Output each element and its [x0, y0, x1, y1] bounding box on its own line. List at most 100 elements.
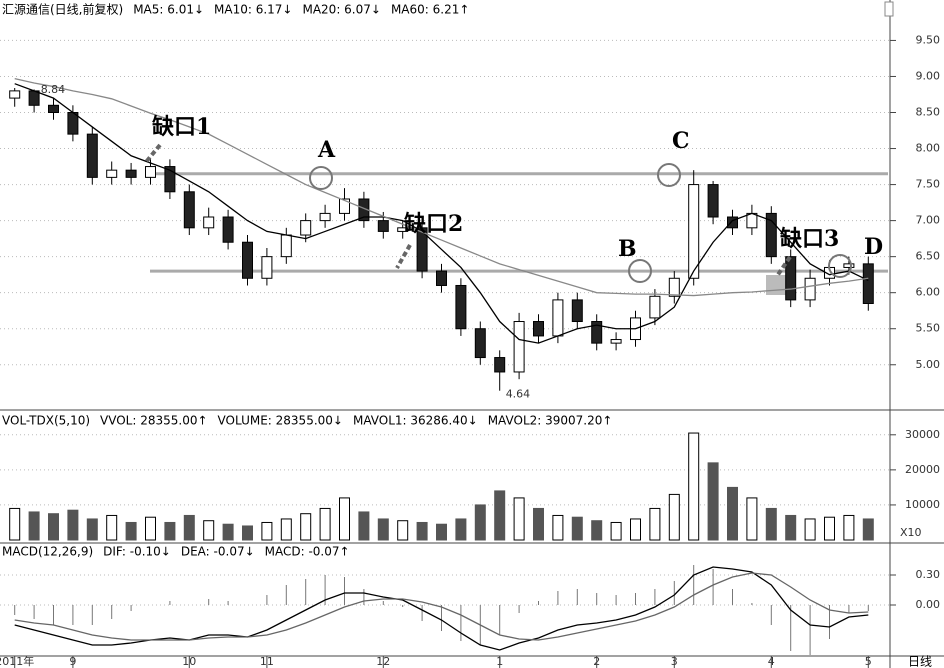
y-tick-label: 9.00: [916, 69, 941, 82]
volume-bar: [164, 521, 176, 541]
volume-bar: [533, 507, 544, 541]
candle-body: [242, 241, 253, 279]
candle-body: [48, 104, 59, 114]
volume-bar: [688, 432, 700, 541]
volume-bar: [707, 462, 719, 541]
candle-body: [86, 133, 98, 178]
indicator-label: VVOL: 28355.00↑: [100, 414, 208, 428]
candle-body: [319, 212, 331, 222]
indicator-line: [14, 77, 869, 297]
volume-bar: [571, 516, 583, 541]
volume-bar: [125, 521, 137, 541]
candle-body: [436, 270, 447, 286]
y-tick-label: 0.00: [916, 598, 941, 611]
annotation-arrow: [775, 255, 792, 278]
volume-bar: [436, 523, 447, 541]
candle-body: [765, 212, 777, 258]
volume-bar: [242, 525, 253, 541]
y-tick-label: 7.00: [916, 214, 941, 227]
candle-body: [455, 284, 467, 330]
annotation-arrow: [395, 244, 412, 269]
indicator-label: MAVOL2: 39007.20↑: [488, 414, 613, 428]
candle-body: [513, 321, 525, 373]
unit-label: X10: [900, 526, 922, 539]
window-button[interactable]: [884, 1, 894, 17]
volume-bar: [610, 521, 622, 541]
candle-body: [145, 166, 156, 178]
annotation-arrow: [144, 143, 162, 164]
volume-bar: [67, 509, 79, 541]
candle-body: [203, 216, 215, 229]
volume-bar: [862, 518, 874, 541]
annotation: 缺口1: [152, 114, 211, 140]
highlight-circle: [309, 166, 333, 190]
volume-bar: [416, 521, 428, 541]
candle-body: [397, 227, 409, 232]
volume-bar: [824, 516, 835, 541]
volume-bar: [746, 497, 758, 541]
volume-bar: [339, 497, 350, 541]
candle-body: [222, 216, 234, 243]
volume-bar: [552, 514, 564, 541]
candle-body: [668, 277, 680, 297]
volume-bar: [513, 497, 525, 541]
indicator-label: DIF: -0.10↓: [103, 545, 171, 559]
candle-body: [571, 299, 583, 323]
candle-body: [533, 321, 544, 337]
indicator-label: MACD: -0.07↑: [265, 545, 350, 559]
candle-body: [9, 90, 21, 99]
volume-bar: [145, 516, 156, 541]
y-tick-label: 10000: [905, 498, 940, 511]
y-tick-label: 6.50: [916, 250, 941, 263]
annotation: 缺口2: [404, 211, 463, 237]
candle-body: [649, 295, 661, 319]
volume-bar: [280, 518, 292, 541]
candle-body: [843, 263, 855, 268]
y-tick-label: 20000: [905, 463, 940, 476]
candle-body: [183, 191, 195, 229]
candle-body: [591, 321, 603, 344]
volume-bar: [222, 523, 234, 541]
volume-bar: [843, 514, 855, 541]
volume-bar: [48, 513, 59, 541]
highlight-circle: [828, 254, 852, 278]
annotation: B: [618, 236, 637, 262]
candle-body: [125, 169, 137, 178]
indicator-label: VOLUME: 28355.00↓: [218, 414, 343, 428]
volume-bar: [377, 518, 389, 541]
volume-bar: [455, 518, 467, 541]
y-tick-label: 8.00: [916, 142, 941, 155]
low-label: 4.64: [506, 388, 531, 401]
y-tick-label: 9.50: [916, 33, 941, 46]
volume-bar: [203, 520, 215, 541]
indicator-line: [14, 83, 869, 344]
candle-body: [688, 184, 700, 279]
volume-bar: [804, 518, 816, 541]
annotation: C: [672, 128, 690, 154]
y-tick-label: 0.30: [916, 568, 941, 581]
volume-bar: [86, 518, 98, 541]
candle-body: [300, 220, 312, 236]
indicator-label: MA60: 6.21↑: [391, 3, 469, 17]
y-tick-label: 6.00: [916, 286, 941, 299]
volume-bar: [765, 507, 777, 541]
candle-body: [610, 339, 622, 344]
volume-bar: [649, 507, 661, 541]
candle-body: [377, 220, 389, 232]
candle-body: [785, 256, 797, 301]
candle-body: [261, 256, 273, 279]
x-tick-label: 2011年: [0, 654, 34, 668]
y-tick-label: 5.50: [916, 322, 941, 335]
indicator-label: MA20: 6.07↓: [302, 3, 380, 17]
volume-bar: [785, 514, 797, 541]
volume-bar: [106, 514, 118, 541]
y-tick-label: 5.00: [916, 358, 941, 371]
y-tick-label: 8.50: [916, 106, 941, 119]
panel-title: MACD(12,26,9): [2, 545, 93, 559]
highlight-circle: [657, 163, 681, 187]
annotation: A: [317, 137, 336, 163]
volume-bar: [494, 490, 506, 541]
candle-body: [106, 169, 118, 178]
